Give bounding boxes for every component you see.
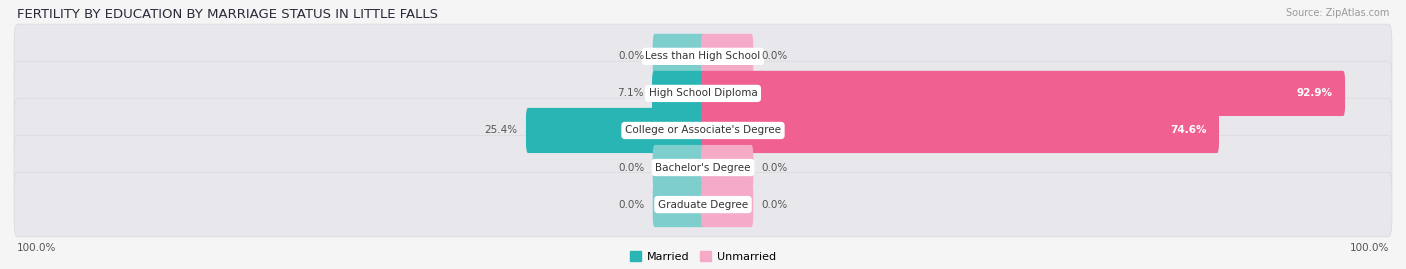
Text: Bachelor's Degree: Bachelor's Degree (655, 162, 751, 172)
Text: 100.0%: 100.0% (1350, 243, 1389, 253)
FancyBboxPatch shape (702, 145, 754, 190)
Text: 0.0%: 0.0% (762, 200, 787, 210)
Text: 0.0%: 0.0% (762, 51, 787, 61)
FancyBboxPatch shape (652, 145, 704, 190)
Text: Source: ZipAtlas.com: Source: ZipAtlas.com (1285, 8, 1389, 18)
FancyBboxPatch shape (14, 135, 1392, 200)
FancyBboxPatch shape (652, 34, 704, 79)
FancyBboxPatch shape (14, 98, 1392, 163)
Text: 7.1%: 7.1% (617, 89, 644, 98)
FancyBboxPatch shape (652, 182, 704, 227)
Text: 0.0%: 0.0% (619, 200, 644, 210)
FancyBboxPatch shape (702, 182, 754, 227)
FancyBboxPatch shape (14, 24, 1392, 89)
Text: 74.6%: 74.6% (1170, 125, 1206, 136)
FancyBboxPatch shape (526, 108, 704, 153)
Text: 92.9%: 92.9% (1296, 89, 1333, 98)
FancyBboxPatch shape (702, 108, 1219, 153)
Text: 0.0%: 0.0% (619, 51, 644, 61)
Text: High School Diploma: High School Diploma (648, 89, 758, 98)
Text: FERTILITY BY EDUCATION BY MARRIAGE STATUS IN LITTLE FALLS: FERTILITY BY EDUCATION BY MARRIAGE STATU… (17, 8, 437, 21)
Legend: Married, Unmarried: Married, Unmarried (626, 247, 780, 266)
FancyBboxPatch shape (14, 61, 1392, 126)
Text: 100.0%: 100.0% (17, 243, 56, 253)
Text: 25.4%: 25.4% (485, 125, 517, 136)
Text: Less than High School: Less than High School (645, 51, 761, 61)
Text: College or Associate's Degree: College or Associate's Degree (626, 125, 780, 136)
Text: Graduate Degree: Graduate Degree (658, 200, 748, 210)
Text: 0.0%: 0.0% (762, 162, 787, 172)
FancyBboxPatch shape (702, 34, 754, 79)
FancyBboxPatch shape (14, 172, 1392, 237)
Text: 0.0%: 0.0% (619, 162, 644, 172)
FancyBboxPatch shape (652, 71, 704, 116)
FancyBboxPatch shape (702, 71, 1346, 116)
